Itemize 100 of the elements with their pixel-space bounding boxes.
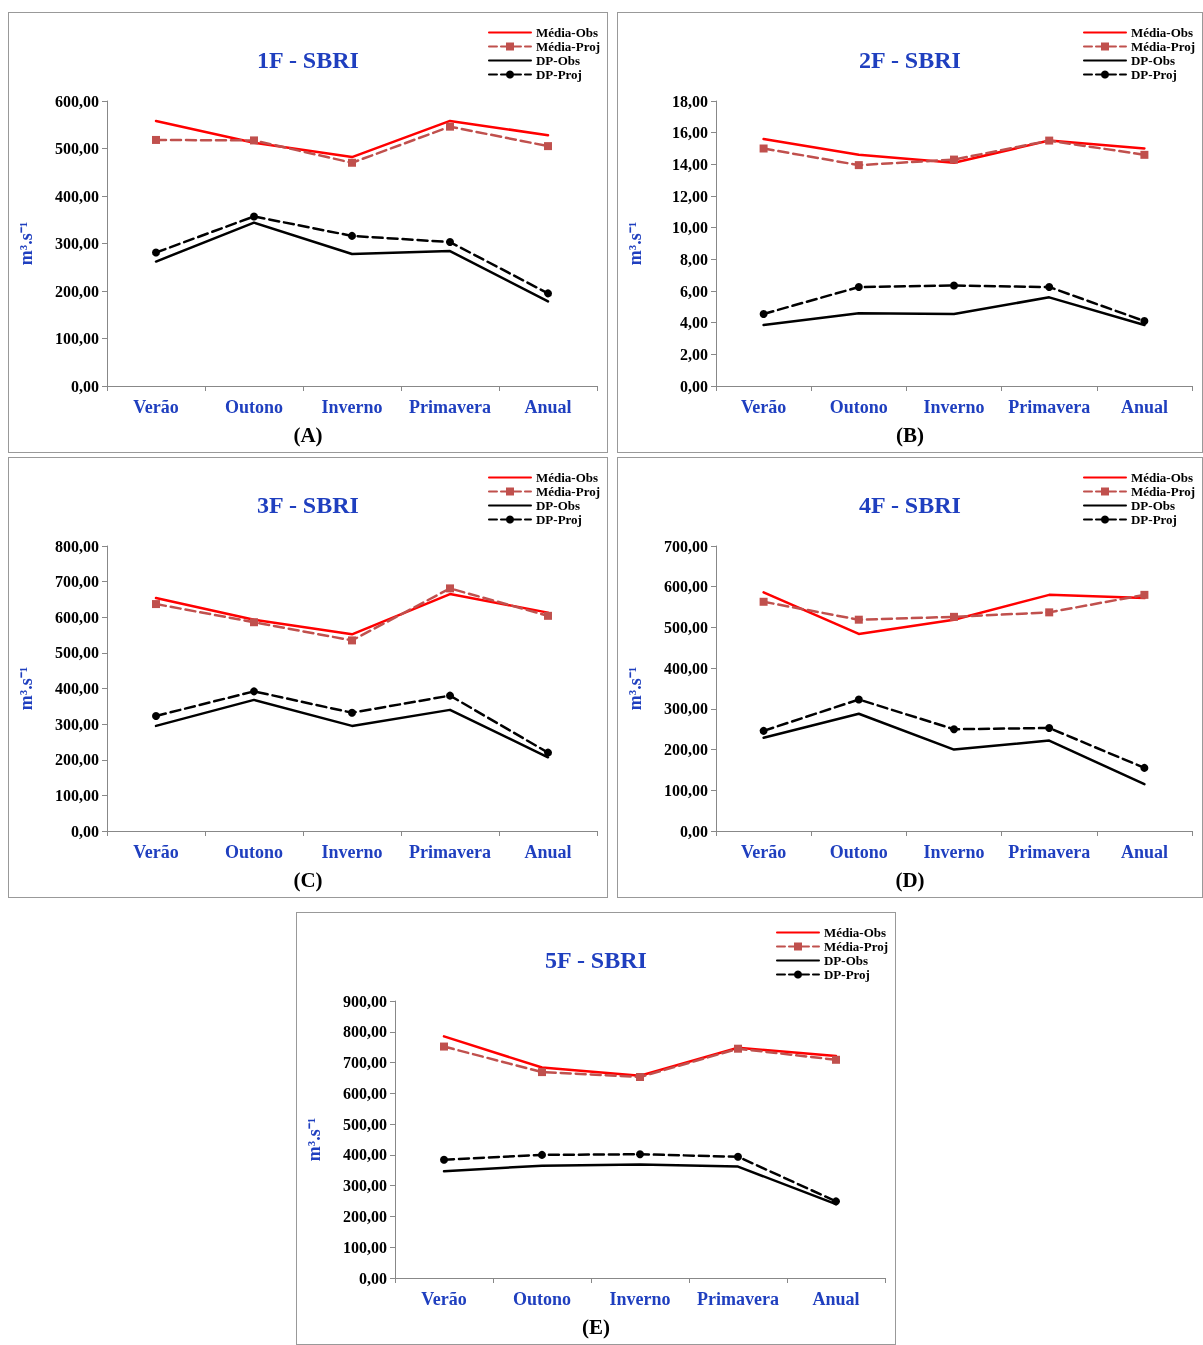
x-tick-label: Anual bbox=[812, 1289, 860, 1309]
legend-label: Média-Proj bbox=[535, 484, 601, 499]
legend-label: DP-Proj bbox=[1130, 67, 1177, 82]
chart-title: 3F - SBRI bbox=[257, 492, 359, 518]
point bbox=[538, 1150, 546, 1159]
point bbox=[950, 281, 958, 290]
y-tick-label: 0,00 bbox=[680, 822, 708, 840]
point bbox=[544, 611, 552, 620]
point bbox=[1045, 283, 1054, 292]
y-tick-label: 14,00 bbox=[672, 155, 708, 173]
legend-label: Média-Proj bbox=[823, 939, 889, 954]
point bbox=[950, 612, 958, 621]
y-tick-label: 400,00 bbox=[343, 1146, 387, 1164]
y-tick-label: 8,00 bbox=[680, 250, 708, 268]
point bbox=[446, 584, 454, 593]
point bbox=[250, 212, 258, 221]
point bbox=[446, 691, 454, 700]
y-tick-label: 600,00 bbox=[55, 608, 99, 626]
x-tick-label: Verão bbox=[740, 842, 787, 862]
y-tick-label: 4,00 bbox=[680, 314, 708, 332]
x-tick-label: Outono bbox=[829, 397, 888, 417]
point bbox=[1045, 723, 1054, 732]
y-tick-label: 700,00 bbox=[343, 1054, 387, 1072]
point bbox=[759, 597, 768, 606]
legend-label: Média-Proj bbox=[1130, 39, 1196, 54]
text: (A) bbox=[293, 422, 323, 447]
y-tick-label: 10,00 bbox=[672, 219, 708, 237]
point bbox=[759, 726, 768, 735]
point bbox=[734, 1152, 742, 1161]
point bbox=[152, 600, 160, 609]
chart-title: 4F - SBRI bbox=[859, 492, 961, 518]
point bbox=[1140, 590, 1149, 599]
legend-label: Média-Proj bbox=[1130, 484, 1196, 499]
point bbox=[250, 136, 258, 145]
y-tick-label: 200,00 bbox=[664, 741, 708, 759]
x-tick-label: Inverno bbox=[321, 842, 383, 862]
text: (B) bbox=[896, 422, 924, 447]
y-axis-title: m³.s⁻¹ bbox=[16, 221, 36, 266]
point bbox=[1045, 136, 1054, 145]
y-tick-label: 500,00 bbox=[664, 618, 708, 636]
x-tick-label: Primavera bbox=[409, 397, 491, 417]
point bbox=[759, 144, 768, 153]
y-axis-title: m³.s⁻¹ bbox=[16, 666, 36, 711]
x-tick-label: Inverno bbox=[609, 1289, 671, 1309]
y-axis-title: m³.s⁻¹ bbox=[625, 221, 645, 266]
y-axis-title: m³.s⁻¹ bbox=[304, 1117, 324, 1162]
point bbox=[854, 695, 863, 704]
x-tick-label: Anual bbox=[524, 397, 572, 417]
point bbox=[446, 238, 454, 247]
y-tick-label: 400,00 bbox=[55, 187, 99, 205]
point bbox=[348, 636, 356, 645]
y-tick-label: 500,00 bbox=[55, 140, 99, 157]
y-tick-label: 600,00 bbox=[664, 578, 708, 596]
y-tick-label: 800,00 bbox=[55, 537, 99, 555]
legend-label: Média-Obs bbox=[1130, 470, 1194, 485]
point bbox=[759, 309, 768, 318]
y-tick-label: 500,00 bbox=[343, 1115, 387, 1133]
y-tick-label: 600,00 bbox=[55, 92, 99, 110]
x-tick-label: Anual bbox=[524, 842, 572, 862]
legend-label: Média-Obs bbox=[1130, 25, 1194, 40]
point bbox=[348, 158, 356, 167]
x-tick-label: Verão bbox=[421, 1289, 467, 1309]
point bbox=[250, 618, 258, 627]
text: (E) bbox=[582, 1314, 610, 1339]
point bbox=[832, 1197, 840, 1206]
point bbox=[1140, 317, 1149, 326]
legend-label: DP-Proj bbox=[535, 512, 582, 527]
y-tick-label: 900,00 bbox=[343, 992, 387, 1010]
y-tick-label: 400,00 bbox=[664, 659, 708, 677]
point bbox=[1140, 150, 1149, 159]
point bbox=[152, 248, 160, 257]
y-tick-label: 0,00 bbox=[71, 377, 99, 395]
x-tick-label: Inverno bbox=[923, 842, 985, 862]
point bbox=[348, 231, 356, 240]
y-tick-label: 200,00 bbox=[55, 751, 99, 769]
point bbox=[854, 161, 863, 170]
y-tick-label: 500,00 bbox=[55, 644, 99, 662]
x-tick-label: Primavera bbox=[1008, 397, 1091, 417]
point bbox=[152, 135, 160, 144]
y-tick-label: 6,00 bbox=[680, 282, 708, 300]
point bbox=[544, 748, 552, 757]
x-tick-label: Verão bbox=[740, 397, 787, 417]
y-tick-label: 100,00 bbox=[55, 330, 99, 347]
point bbox=[1045, 608, 1054, 617]
point bbox=[1140, 763, 1149, 772]
y-tick-label: 600,00 bbox=[343, 1084, 387, 1102]
y-tick-label: 16,00 bbox=[672, 124, 708, 142]
legend-label: DP-Obs bbox=[1130, 53, 1176, 68]
y-tick-label: 700,00 bbox=[664, 537, 708, 555]
point bbox=[950, 725, 958, 734]
y-tick-label: 12,00 bbox=[672, 187, 708, 205]
chart-title: 1F - SBRI bbox=[257, 47, 359, 73]
legend-label: DP-Obs bbox=[823, 953, 869, 968]
y-tick-label: 400,00 bbox=[55, 680, 99, 697]
point bbox=[544, 289, 552, 298]
y-axis-title: m³.s⁻¹ bbox=[625, 666, 645, 711]
y-tick-label: 200,00 bbox=[343, 1207, 387, 1225]
y-tick-label: 300,00 bbox=[55, 715, 99, 733]
point bbox=[538, 1068, 546, 1077]
point bbox=[636, 1073, 644, 1082]
